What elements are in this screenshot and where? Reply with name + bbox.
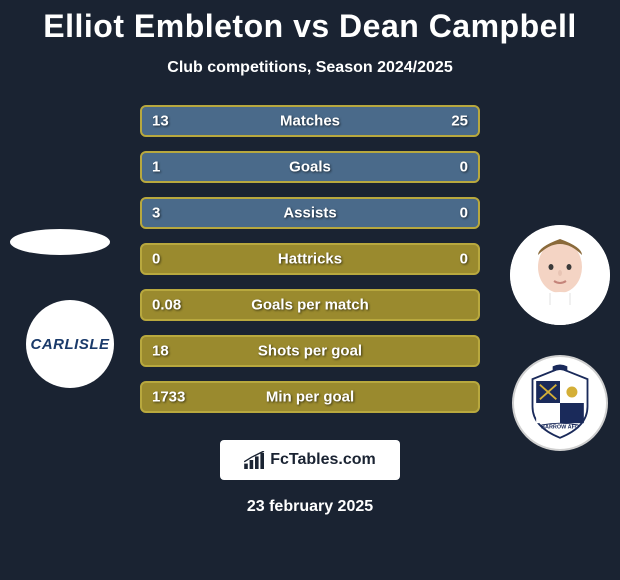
stat-value-right: 0	[460, 159, 468, 176]
stat-label: Goals per match	[251, 297, 369, 314]
footer-brand-text: FcTables.com	[270, 451, 376, 469]
player1-avatar	[10, 229, 110, 255]
stat-label: Goals	[289, 159, 331, 176]
player2-avatar	[510, 225, 610, 325]
page-subtitle: Club competitions, Season 2024/2025	[0, 59, 620, 77]
stat-value-right: 0	[460, 251, 468, 268]
player1-club-label: CARLISLE	[31, 336, 110, 353]
stat-value-left: 1733	[152, 389, 185, 406]
svg-text:BARROW AFC: BARROW AFC	[541, 425, 579, 431]
stat-row: 13 25 Matches	[140, 105, 480, 137]
stat-label: Shots per goal	[258, 343, 362, 360]
stat-value-right: 0	[460, 205, 468, 222]
stat-row: 18 Shots per goal	[140, 335, 480, 367]
stat-label: Matches	[280, 113, 340, 130]
stat-label: Hattricks	[278, 251, 342, 268]
stat-value-left: 3	[152, 205, 160, 222]
player1-club-badge: CARLISLE	[26, 300, 114, 388]
comparison-area: CARLISLE BARROW AFC 1	[0, 105, 620, 425]
stat-row: 0.08 Goals per match	[140, 289, 480, 321]
stat-value-left: 0	[152, 251, 160, 268]
stat-row: 1 0 Goals	[140, 151, 480, 183]
club-crest-icon: BARROW AFC	[516, 359, 604, 447]
stat-value-left: 1	[152, 159, 160, 176]
stat-value-left: 0.08	[152, 297, 181, 314]
stat-row: 3 0 Assists	[140, 197, 480, 229]
stat-row: 1733 Min per goal	[140, 381, 480, 413]
stat-value-right: 25	[451, 113, 468, 130]
stat-value-left: 18	[152, 343, 169, 360]
player2-club-badge: BARROW AFC	[512, 355, 608, 451]
stat-value-left: 13	[152, 113, 169, 130]
footer-brand: FcTables.com	[220, 440, 400, 480]
bar-chart-icon	[244, 451, 266, 469]
footer-date: 23 february 2025	[0, 498, 620, 516]
stat-row: 0 0 Hattricks	[140, 243, 480, 275]
page-title: Elliot Embleton vs Dean Campbell	[0, 0, 620, 45]
stat-bars: 13 25 Matches 1 0 Goals 3 0 Assists 0 0 Hattricks 0.…	[140, 105, 480, 427]
face-icon	[510, 225, 610, 325]
stat-label: Min per goal	[266, 389, 354, 406]
stat-label: Assists	[283, 205, 336, 222]
